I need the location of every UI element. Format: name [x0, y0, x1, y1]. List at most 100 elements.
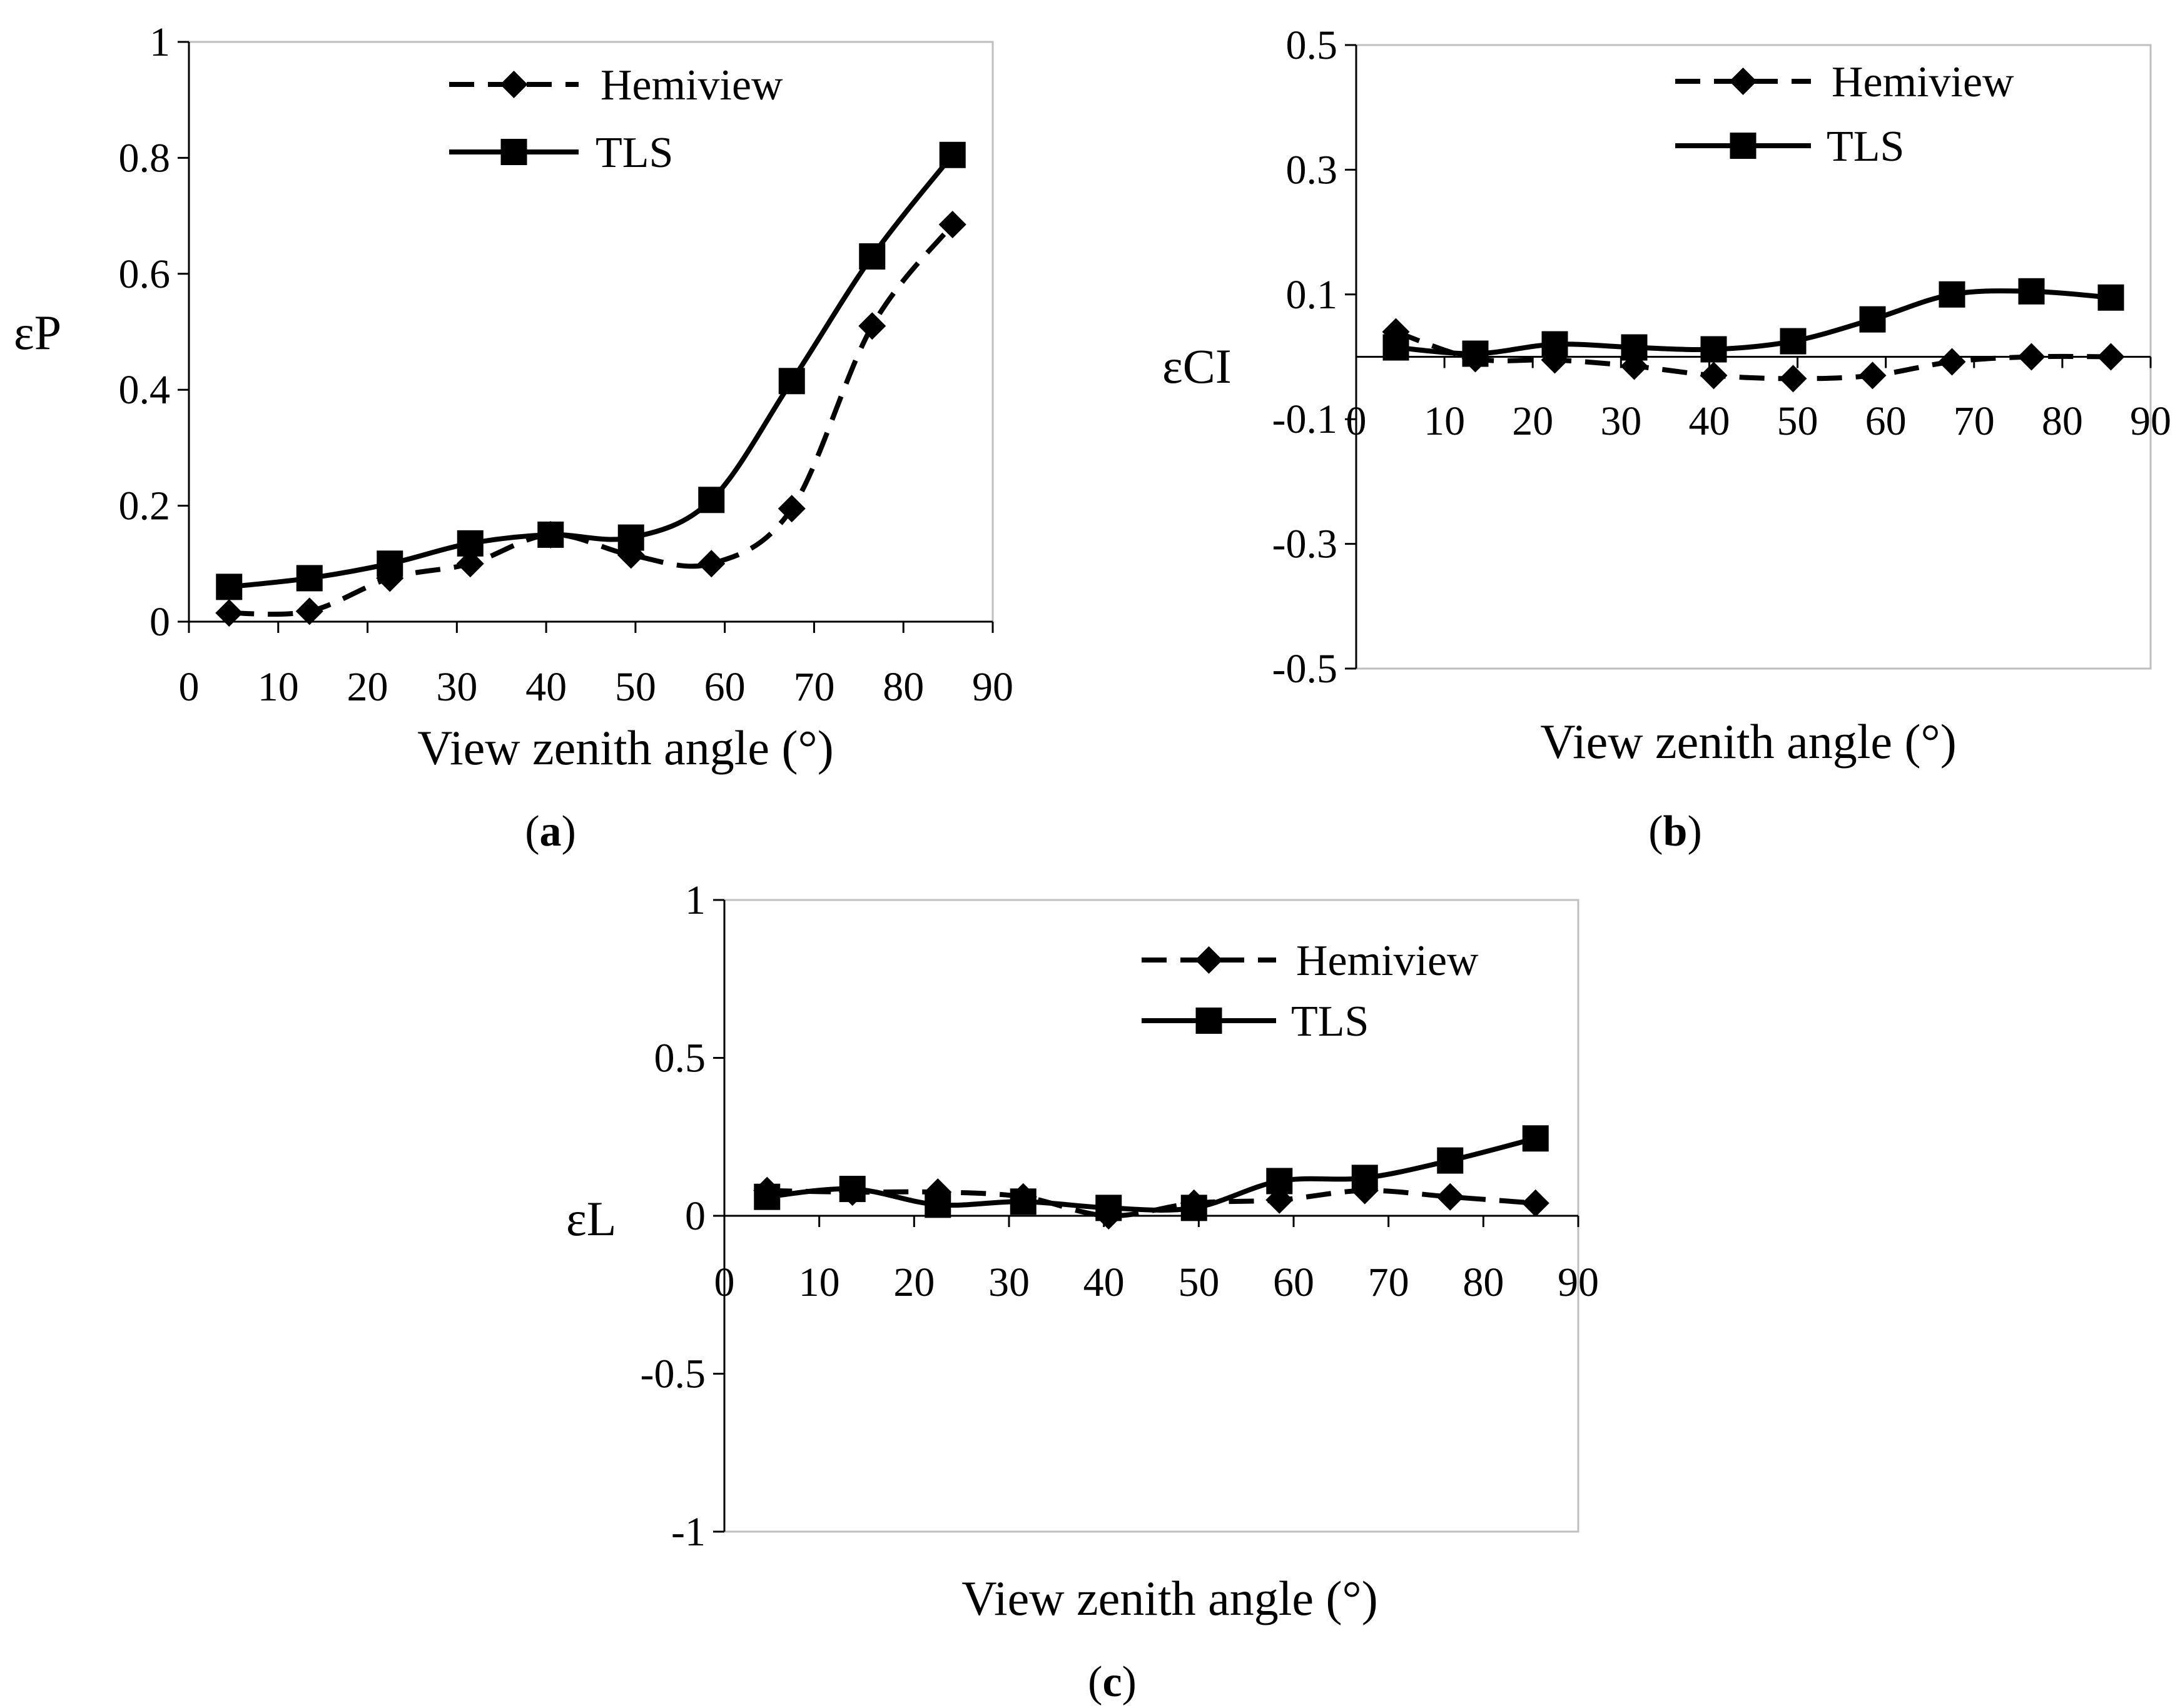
- data-point-tls: [1266, 1168, 1293, 1195]
- data-point-hemiview: [1779, 365, 1807, 393]
- y-axis-label: εCI: [1162, 339, 1232, 393]
- data-point-hemiview: [697, 550, 726, 578]
- x-tick-label: 80: [1463, 1260, 1504, 1305]
- x-tick-label: 80: [2042, 398, 2083, 444]
- legend-diamond-icon: [1729, 68, 1757, 95]
- data-point-tls: [1437, 1147, 1464, 1174]
- series-line-hemiview: [1395, 329, 2111, 382]
- data-point-hemiview: [215, 599, 243, 627]
- x-tick-label: 60: [704, 664, 746, 710]
- legend-square-icon: [500, 139, 527, 165]
- x-tick-label: 20: [893, 1260, 935, 1305]
- data-point-tls: [296, 565, 323, 592]
- x-tick-label: 40: [1083, 1260, 1125, 1305]
- y-tick-label: 0.6: [119, 251, 171, 297]
- y-tick-label: 1: [150, 19, 170, 65]
- data-point-hemiview: [858, 312, 886, 340]
- x-tick-label: 20: [347, 664, 388, 710]
- data-point-tls: [698, 487, 725, 513]
- x-tick-label: 60: [1865, 398, 1907, 444]
- y-tick-label: 0.5: [1286, 23, 1338, 68]
- data-point-hemiview: [2017, 343, 2046, 371]
- y-tick-label: 0.2: [119, 483, 171, 529]
- legend: Hemiview TLS: [1675, 58, 2014, 171]
- legend: Hemiview TLS: [1142, 937, 1479, 1046]
- series-line-tls: [1396, 288, 2111, 356]
- x-tick-label: 10: [799, 1260, 840, 1305]
- series-line-hemiview: [767, 1188, 1536, 1219]
- x-tick-label: 70: [1954, 398, 1995, 444]
- series-line-tls: [766, 1136, 1536, 1213]
- y-tick-label: 0.8: [119, 135, 171, 181]
- x-tick-label: 30: [1600, 398, 1641, 444]
- data-point-hemiview: [1938, 348, 1966, 376]
- data-point-tls: [617, 524, 644, 551]
- data-point-tls: [1859, 306, 1886, 333]
- panel-letter: a: [540, 807, 562, 856]
- data-point-tls: [1621, 334, 1648, 361]
- legend-diamond-icon: [500, 71, 528, 98]
- data-point-tls: [1095, 1195, 1122, 1221]
- y-tick-label: 0.5: [654, 1036, 706, 1081]
- legend-label-hemiview: Hemiview: [601, 61, 783, 109]
- data-point-tls: [377, 550, 403, 577]
- chart-panel-b: -0.5 -0.3 -0.1 0.1 0.3 0.5 0 10 20 30 40 50 60 70 80 90…: [1162, 23, 2171, 856]
- x-tick-label: 10: [258, 664, 299, 710]
- x-tick-label: 70: [793, 664, 834, 710]
- data-point-tls: [537, 521, 564, 548]
- y-tick-label: 0.3: [1286, 147, 1338, 193]
- x-tick-label: 60: [1273, 1260, 1314, 1305]
- data-point-tls: [1700, 336, 1727, 363]
- data-point-tls: [1939, 281, 1965, 308]
- x-tick-label: 0: [1346, 398, 1367, 444]
- legend-square-icon: [1730, 133, 1757, 159]
- y-tick-label: -0.5: [1272, 646, 1337, 692]
- data-point-tls: [1180, 1195, 1207, 1221]
- x-tick-label: 40: [525, 664, 567, 710]
- data-point-tls: [1010, 1188, 1037, 1215]
- data-point-hemiview: [2097, 343, 2125, 371]
- x-tick-label: 30: [436, 664, 477, 710]
- panel-label: (a): [525, 807, 576, 856]
- x-tick-label: 40: [1688, 398, 1730, 444]
- data-point-tls: [216, 574, 243, 600]
- data-point-tls: [839, 1176, 866, 1203]
- x-axis-label: View zenith angle (°): [417, 720, 833, 775]
- data-point-tls: [1522, 1125, 1549, 1152]
- y-tick-label: -0.5: [641, 1352, 706, 1397]
- legend-label-tls: TLS: [1827, 123, 1904, 171]
- legend-label-hemiview: Hemiview: [1296, 937, 1479, 985]
- legend-square-icon: [1195, 1008, 1222, 1034]
- x-tick-label: 50: [615, 664, 656, 710]
- y-tick-label: 0: [150, 599, 170, 645]
- data-point-hemiview: [1436, 1183, 1464, 1211]
- x-tick-label: 10: [1424, 398, 1465, 444]
- y-tick-label: -0.1: [1272, 397, 1337, 442]
- x-tick-label: 0: [714, 1260, 735, 1305]
- data-point-hemiview: [456, 550, 484, 578]
- data-point-tls: [2097, 284, 2124, 311]
- x-axis-label: View zenith angle (°): [1540, 714, 1956, 769]
- x-tick-label: 80: [883, 664, 924, 710]
- data-point-hemiview: [295, 597, 323, 625]
- x-tick-label: 20: [1512, 398, 1553, 444]
- x-tick-label: 30: [988, 1260, 1030, 1305]
- y-tick-label: -0.3: [1272, 522, 1337, 567]
- legend: Hemiview TLS: [449, 61, 783, 177]
- x-tick-label: 50: [1777, 398, 1818, 444]
- panel-label: (c): [1088, 1658, 1137, 1706]
- data-point-hemiview: [1700, 361, 1728, 390]
- x-tick-label: 90: [1558, 1260, 1599, 1305]
- x-axis-label: View zenith angle (°): [961, 1571, 1377, 1625]
- data-point-hemiview: [1521, 1189, 1549, 1217]
- data-point-tls: [754, 1183, 781, 1210]
- data-point-tls: [1780, 328, 1807, 355]
- data-point-tls: [457, 530, 484, 557]
- legend-label-tls: TLS: [1291, 998, 1369, 1046]
- data-point-hemiview: [1858, 361, 1887, 390]
- data-point-tls: [939, 141, 966, 168]
